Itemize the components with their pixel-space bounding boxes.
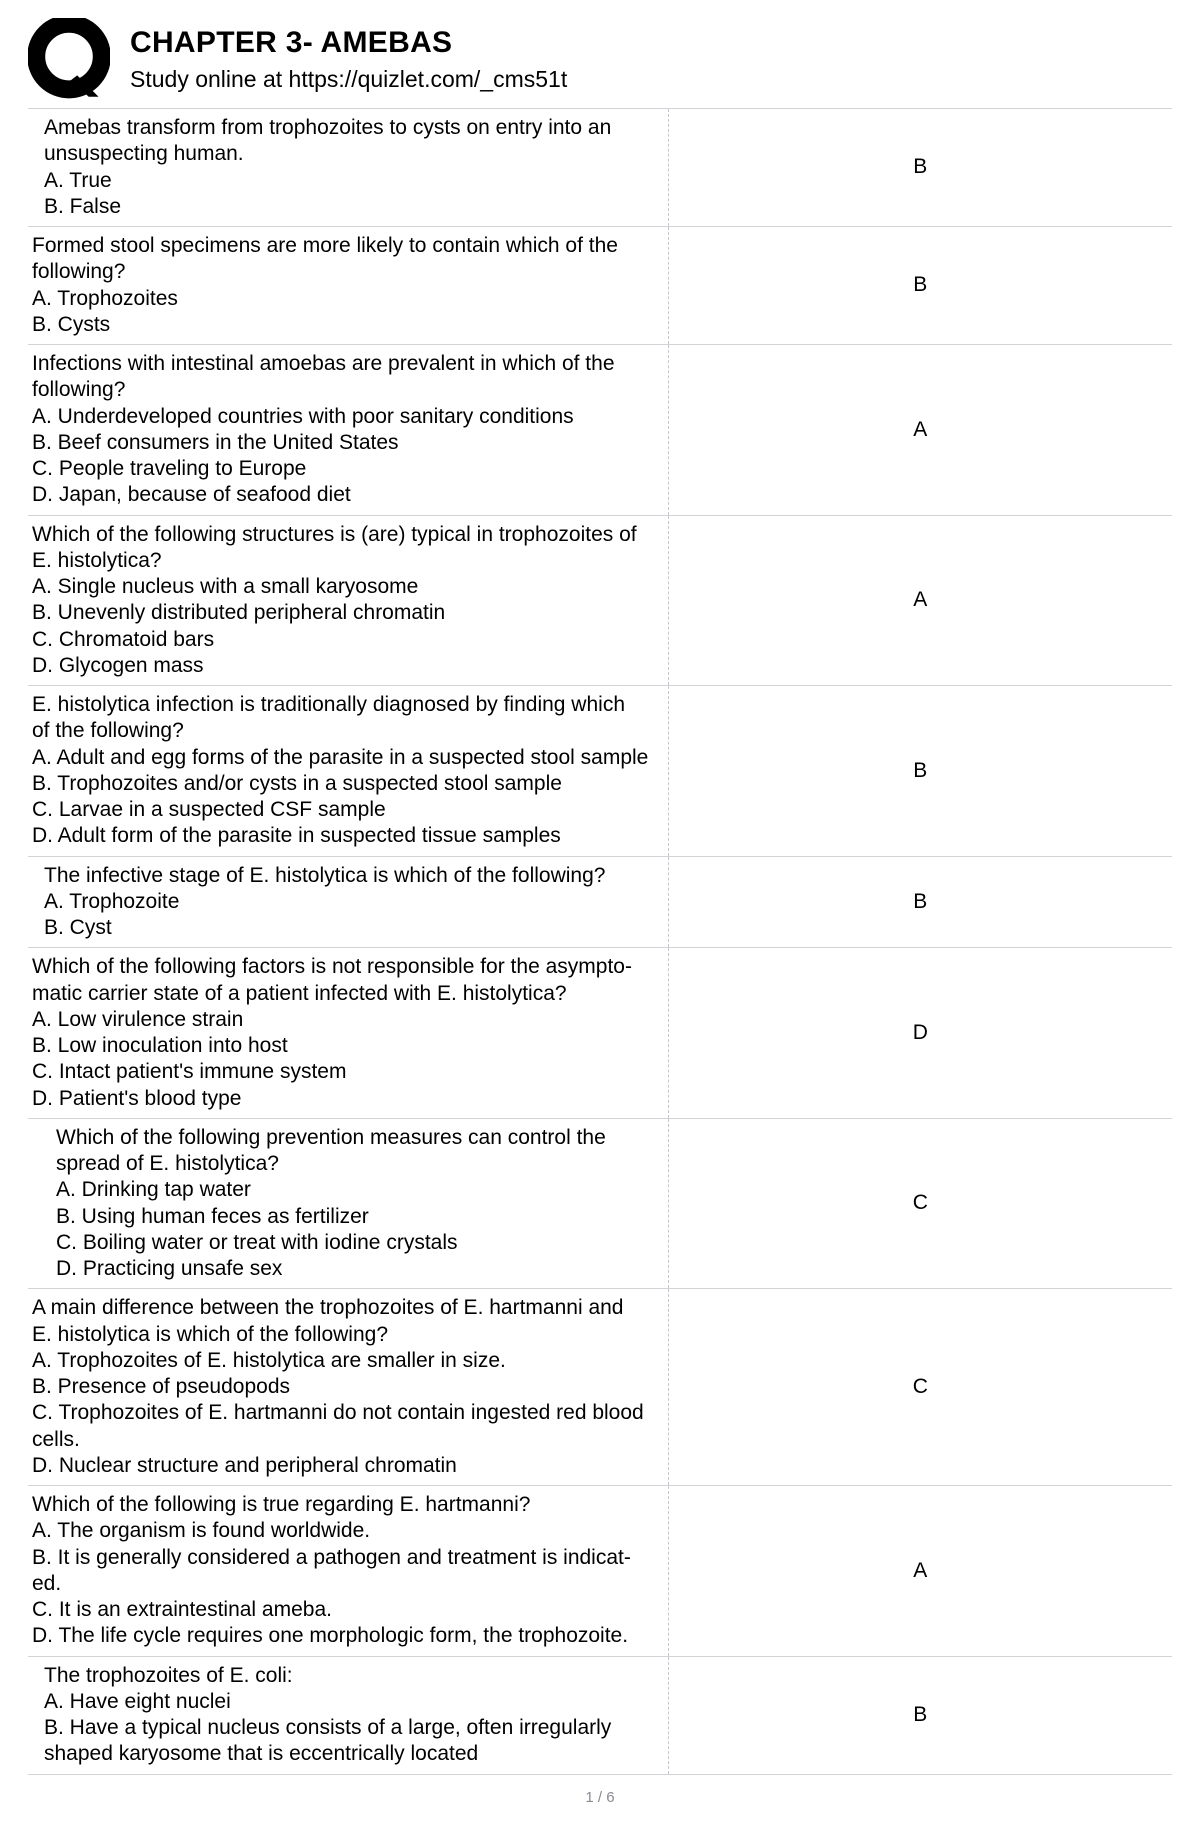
answer-cell: B bbox=[669, 752, 1172, 790]
table-row: The trophozoites of E. coli: A. Have eig… bbox=[28, 1657, 1172, 1775]
page-header: CHAPTER 3- AMEBAS Study online at https:… bbox=[28, 18, 1172, 108]
answer-cell: B bbox=[669, 1696, 1172, 1734]
table-row: The infective stage of E. histolytica is… bbox=[28, 857, 1172, 949]
question-cell: The infective stage of E. histolytica is… bbox=[28, 857, 669, 948]
table-row: Infections with intestinal amoebas are p… bbox=[28, 345, 1172, 516]
page-title: CHAPTER 3- AMEBAS bbox=[130, 24, 567, 62]
answer-cell: D bbox=[669, 1014, 1172, 1052]
page-counter: 1 / 6 bbox=[28, 1775, 1172, 1808]
question-cell: Amebas transform from trophozoites to cy… bbox=[28, 109, 669, 226]
question-cell: E. histolytica infection is traditionall… bbox=[28, 686, 669, 856]
table-row: Which of the following factors is not re… bbox=[28, 948, 1172, 1119]
question-cell: Which of the following is true regarding… bbox=[28, 1486, 669, 1656]
table-row: Amebas transform from trophozoites to cy… bbox=[28, 109, 1172, 227]
table-row: E. histolytica infection is traditionall… bbox=[28, 686, 1172, 857]
header-text: CHAPTER 3- AMEBAS Study online at https:… bbox=[130, 24, 567, 94]
question-cell: Infections with intestinal amoebas are p… bbox=[28, 345, 669, 515]
quizlet-q-logo-icon bbox=[28, 18, 110, 100]
table-row: Which of the following structures is (ar… bbox=[28, 516, 1172, 687]
question-cell: Which of the following prevention measur… bbox=[28, 1119, 669, 1289]
question-cell: Which of the following factors is not re… bbox=[28, 948, 669, 1118]
flashcard-table: Amebas transform from trophozoites to cy… bbox=[28, 108, 1172, 1775]
answer-cell: A bbox=[669, 411, 1172, 449]
answer-cell: B bbox=[669, 148, 1172, 186]
table-row: Which of the following is true regarding… bbox=[28, 1486, 1172, 1657]
answer-cell: A bbox=[669, 581, 1172, 619]
table-row: Which of the following prevention measur… bbox=[28, 1119, 1172, 1290]
question-cell: The trophozoites of E. coli: A. Have eig… bbox=[28, 1657, 669, 1774]
question-cell: Formed stool specimens are more likely t… bbox=[28, 227, 669, 344]
answer-cell: A bbox=[669, 1552, 1172, 1590]
answer-cell: C bbox=[669, 1368, 1172, 1406]
study-url: Study online at https://quizlet.com/_cms… bbox=[130, 65, 567, 94]
table-row: Formed stool specimens are more likely t… bbox=[28, 227, 1172, 345]
question-cell: A main difference between the trophozoit… bbox=[28, 1289, 669, 1485]
table-row: A main difference between the trophozoit… bbox=[28, 1289, 1172, 1486]
question-cell: Which of the following structures is (ar… bbox=[28, 516, 669, 686]
answer-cell: B bbox=[669, 883, 1172, 921]
answer-cell: C bbox=[669, 1184, 1172, 1222]
answer-cell: B bbox=[669, 266, 1172, 304]
